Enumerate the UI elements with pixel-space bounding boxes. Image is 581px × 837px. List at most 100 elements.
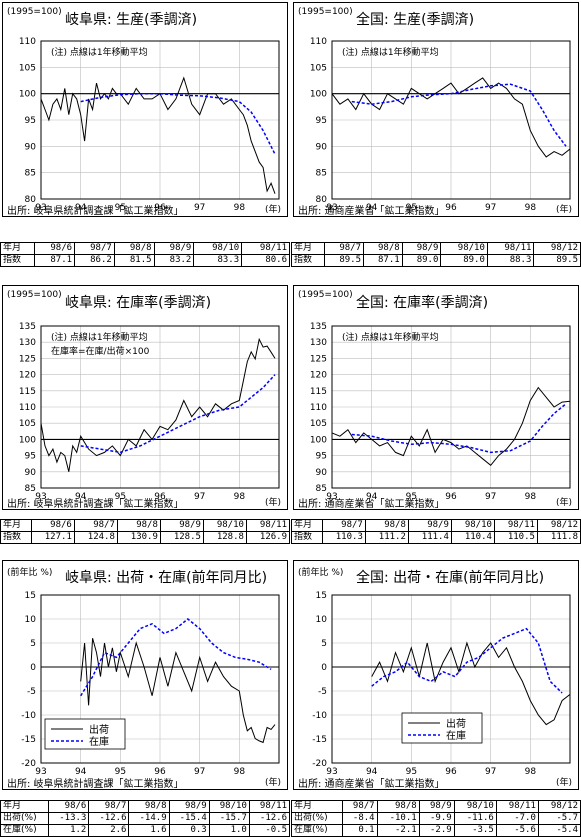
y-tick-label: 0 xyxy=(30,663,36,673)
table-row: 在庫(%) 1.2 2.6 1.6 0.3 1.0 -0.5 xyxy=(0,824,291,837)
chart-svg: 80 85 90 95 100 105 110 93 94 95 96 97 98 xyxy=(19,37,280,213)
source-label: 出所: 通商産業省「鉱工業指数」 xyxy=(298,206,445,217)
chart-frame: (1995=100) 全国: 在庫率(季調済) 85 90 95 100 105 110 115… xyxy=(293,285,579,510)
chart-svg: 85 90 95 100 105 110 115 120 125 130 135 93 94 95 96 97… xyxy=(19,322,280,502)
chart-title: 岐阜県: 出荷・在庫(前年同月比) xyxy=(65,570,268,586)
table-header-period: 98/11 xyxy=(245,519,291,532)
y-tick-label: 100 xyxy=(19,90,36,100)
x-tick-label: 93 xyxy=(35,767,46,777)
chart-note: 在庫率=在庫/出荷×100 xyxy=(51,347,150,357)
y-tick-label: 85 xyxy=(25,484,36,494)
y-tick-label: 0 xyxy=(321,663,327,673)
plot-border xyxy=(40,40,280,200)
x-tick-label: 95 xyxy=(115,203,126,213)
x-tick-label: 95 xyxy=(406,203,417,213)
panel-gifu-inventory-ratio: (1995=100) 岐阜県: 在庫率(季調済) 85 90 95 100 105 110 11… xyxy=(0,283,291,545)
table-cell: -5.6 xyxy=(495,824,539,837)
data-table: 年月 98/6 98/7 98/8 98/9 98/10 98/11 指数 87.1 86.2 81… xyxy=(0,242,290,267)
y-tick-label: 130 xyxy=(310,338,327,348)
y-tick-label: -10 xyxy=(312,711,327,721)
x-tick-label: 96 xyxy=(154,203,166,213)
table-row: 指数 127.1 124.8 130.9 128.5 128.8 126.9 xyxy=(0,531,291,544)
table-cell: 110.3 xyxy=(321,531,366,544)
table-cell: -2.1 xyxy=(376,824,420,837)
y-tick-label: 90 xyxy=(25,142,37,152)
table-cell: -5.4 xyxy=(537,824,581,837)
x-tick-label: 98 xyxy=(525,492,537,502)
table-header-period: 98/10 xyxy=(208,800,250,813)
table-row-label: 在庫(%) xyxy=(0,824,50,837)
table-row: 指数 87.1 86.2 81.5 83.2 83.3 80.6 xyxy=(0,254,290,267)
table-header-period: 98/6 xyxy=(34,242,76,255)
x-tick-label: 98 xyxy=(525,203,537,213)
table-header-period: 98/7 xyxy=(73,519,118,532)
table-cell: 83.2 xyxy=(153,254,195,267)
y-tick-label: 120 xyxy=(19,371,36,381)
table-cell: -11.6 xyxy=(453,812,497,825)
x-tick-label: 95 xyxy=(406,492,417,502)
table-cell: 111.8 xyxy=(536,531,581,544)
y-tick-label: 135 xyxy=(19,322,36,332)
y-tick-label: 90 xyxy=(316,142,328,152)
x-tick-label: 96 xyxy=(445,767,457,777)
table-cell: -0.5 xyxy=(248,824,291,837)
table-row: 指数 89.5 87.1 89.0 89.0 88.3 89.5 xyxy=(290,254,581,267)
table-cell: 89.5 xyxy=(324,254,365,267)
table-header-period: 98/11 xyxy=(248,800,291,813)
table-header-period: 98/9 xyxy=(407,519,452,532)
y-tick-label: 115 xyxy=(19,387,36,397)
table-cell: 86.2 xyxy=(74,254,115,267)
y-tick-label: 10 xyxy=(316,615,328,625)
y-tick-label: 125 xyxy=(310,354,327,364)
y-tick-label: 110 xyxy=(310,403,327,413)
data-table: 年月 98/7 98/8 98/9 98/10 98/11 98/12 出荷(%) -8.4 -1… xyxy=(291,800,581,837)
table-cell: 87.1 xyxy=(363,254,403,267)
y-tick-label: -20 xyxy=(21,759,36,769)
table-header-period: 98/10 xyxy=(453,800,497,813)
year-unit-label: (年) xyxy=(555,498,572,508)
x-tick-label: 98 xyxy=(234,203,246,213)
plot-border xyxy=(40,594,280,764)
source-label: 出所: 岐阜県統計調査課「鉱工業指数」 xyxy=(7,499,184,510)
y-tick-label: -10 xyxy=(21,711,36,721)
table-header-label: 年月 xyxy=(0,800,50,813)
chart-note: (注) 点線は1年移動平均 xyxy=(51,333,148,343)
chart-note: (注) 点線は1年移動平均 xyxy=(342,333,439,343)
y-tick-label: 95 xyxy=(25,452,36,462)
x-tick-label: 98 xyxy=(525,767,537,777)
table-cell: 124.8 xyxy=(73,531,118,544)
table-cell: -15.7 xyxy=(208,812,250,825)
table-header-period: 98/6 xyxy=(30,519,75,532)
y-tick-label: 105 xyxy=(19,63,36,73)
table-header-label: 年月 xyxy=(290,242,326,255)
table-cell: 128.8 xyxy=(202,531,247,544)
table-cell: 80.6 xyxy=(241,254,290,267)
y-tick-label: 120 xyxy=(310,371,327,381)
plot-border xyxy=(331,40,571,200)
table-row: 在庫(%) 0.1 -2.1 -2.9 -3.5 -5.6 -5.4 xyxy=(291,824,581,837)
source-label: 出所: 通商産業省「鉱工業指数」 xyxy=(298,779,445,790)
x-tick-label: 93 xyxy=(35,492,46,502)
table-row-label: 出荷(%) xyxy=(291,812,343,825)
panel-national-production: (1995=100) 全国: 生産(季調済) 80 85 90 95 100 105 110 93… xyxy=(290,0,581,272)
panel-national-inventory-ratio: (1995=100) 全国: 在庫率(季調済) 85 90 95 100 105 110 115… xyxy=(291,283,581,545)
y-tick-label: 80 xyxy=(316,195,328,205)
table-header-period: 98/7 xyxy=(321,519,366,532)
y-tick-label: 10 xyxy=(25,615,37,625)
table-cell: 89.5 xyxy=(533,254,581,267)
table-cell: 89.0 xyxy=(440,254,488,267)
x-tick-label: 97 xyxy=(485,203,496,213)
y-tick-label: 80 xyxy=(25,195,37,205)
source-label: 出所: 通商産業省「鉱工業指数」 xyxy=(298,499,445,510)
table-cell: 1.2 xyxy=(48,824,90,837)
table-cell: 0.3 xyxy=(168,824,210,837)
chart-title: 岐阜県: 生産(季調済) xyxy=(65,12,198,28)
chart-title: 全国: 出荷・在庫(前年同月比) xyxy=(356,570,545,586)
table-row-label: 指数 xyxy=(0,254,36,267)
table-header-period: 98/7 xyxy=(74,242,115,255)
x-tick-label: 94 xyxy=(75,203,87,213)
year-unit-label: (年) xyxy=(555,205,572,215)
table-header-period: 98/8 xyxy=(363,242,403,255)
chart-svg: 80 85 90 95 100 105 110 93 94 95 96 97 98 xyxy=(310,37,571,213)
